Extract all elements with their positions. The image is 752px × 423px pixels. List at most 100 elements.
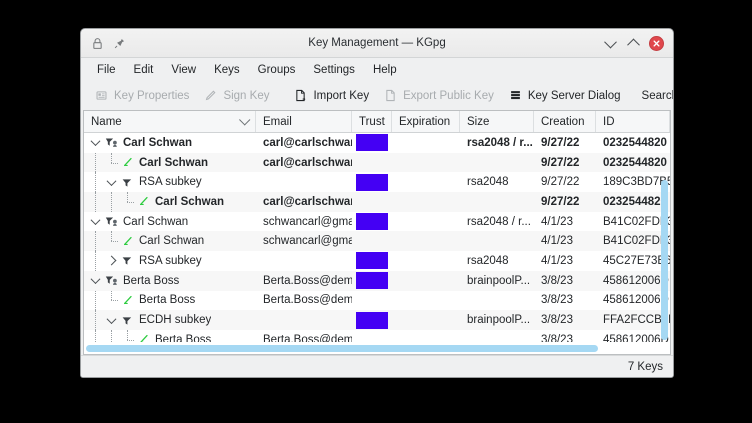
key-name-label: ECDH subkey [139, 314, 212, 327]
cell-creation: 9/27/22 [541, 136, 580, 149]
key-name-label: RSA subkey [139, 176, 202, 189]
table-row[interactable]: ECDH subkey brainpoolP... 3/8/23 FFA2FCCB2E [84, 310, 670, 330]
cell-creation: 4/1/23 [541, 215, 573, 228]
pin-icon[interactable] [112, 36, 127, 51]
maximize-button[interactable] [626, 36, 640, 51]
cell-expiration [392, 330, 460, 342]
menu-item-settings[interactable]: Settings [313, 63, 355, 76]
sign-key-label: Sign Key [223, 89, 270, 102]
horizontal-scrollbar-thumb[interactable] [86, 344, 599, 352]
cell-name: RSA subkey [84, 251, 256, 271]
import-document-icon [293, 88, 308, 103]
table-row[interactable]: Berta Boss Berta.Boss@demo... brainpoolP..… [84, 270, 670, 291]
tree-elbow [104, 152, 119, 173]
chevron-up-icon [626, 38, 640, 51]
cell-name: Carl Schwan [84, 133, 256, 153]
sign-key-button[interactable]: Sign Key [196, 85, 276, 106]
cell-expiration [392, 133, 460, 153]
cell-name: ECDH subkey [84, 310, 256, 330]
table-row[interactable]: Berta Boss Berta.Boss@demo 3/8/23 458612006… [84, 329, 670, 342]
key-server-dialog-button[interactable]: Key Server Dialog [501, 85, 628, 106]
key-server-dialog-label: Key Server Dialog [527, 89, 621, 102]
export-public-key-button[interactable]: Export Public Key [376, 85, 501, 106]
column-header-name[interactable]: Name [84, 111, 256, 132]
window-controls [603, 35, 673, 51]
table-row[interactable]: Carl Schwan carl@carlschwan.... rsa2048 / … [84, 133, 670, 153]
cell-size: brainpoolP... [467, 314, 531, 327]
cell-size: rsa2048 / r... [467, 136, 533, 149]
column-header-email[interactable]: Email [256, 111, 352, 132]
cell-trust [352, 310, 392, 330]
collapse-arrow-icon[interactable] [88, 271, 103, 291]
cell-email: schwancarl@gmail... [263, 235, 352, 248]
cell-size: rsa2048 [467, 176, 509, 189]
cell-trust [352, 212, 392, 232]
tree-indent [104, 192, 120, 212]
title-bar[interactable]: Key Management — KGpg [81, 29, 673, 58]
import-key-button[interactable]: Import Key [286, 85, 376, 106]
cell-email: schwancarl@gmail... [263, 215, 352, 228]
cell-name: Berta Boss [84, 329, 256, 342]
key-properties-button[interactable]: Key Properties [87, 85, 196, 106]
collapse-arrow-icon[interactable] [104, 172, 119, 192]
column-header-id[interactable]: ID [596, 111, 670, 132]
cell-email: Berta.Boss@demo [263, 333, 352, 342]
horizontal-scrollbar[interactable] [83, 342, 671, 355]
cell-id: 45C27E73E6 [603, 254, 670, 267]
trust-level-bar [356, 134, 388, 152]
table-row[interactable]: Carl Schwan carl@carlschwan.... 9/27/22 023… [84, 192, 670, 212]
column-header-label: Size [467, 115, 490, 128]
cell-expiration [392, 251, 460, 271]
column-header-creation[interactable]: Creation [534, 111, 596, 132]
collapse-arrow-icon[interactable] [88, 133, 103, 153]
server-icon [508, 88, 523, 103]
cell-name: Carl Schwan [84, 192, 256, 212]
tree-indent [104, 329, 120, 342]
table-row[interactable]: Carl Schwan carl@carlschwan.... 9/27/22 023… [84, 152, 670, 173]
key-count-status: 7 Keys [627, 360, 663, 373]
key-name-label: RSA subkey [139, 254, 202, 267]
table-row[interactable]: Carl Schwan schwancarl@gmail... rsa2048 / … [84, 211, 670, 232]
cell-size [460, 231, 534, 251]
table-row[interactable]: Carl Schwan schwancarl@gmail... 4/1/23 B41C… [84, 231, 670, 252]
cell-creation: 3/8/23 [541, 294, 573, 307]
collapse-arrow-icon[interactable] [88, 212, 103, 232]
table-row[interactable]: RSA subkey rsa2048 9/27/22 189C3BD7B5 [84, 172, 670, 193]
tree-indent [88, 310, 104, 330]
cell-expiration [392, 153, 460, 173]
lock-icon[interactable] [90, 36, 105, 51]
menu-item-file[interactable]: File [97, 63, 116, 76]
menu-item-edit[interactable]: Edit [133, 63, 154, 76]
expand-arrow-icon[interactable] [104, 251, 119, 271]
column-header-trust[interactable]: Trust [352, 111, 392, 132]
minimize-button[interactable] [603, 35, 617, 50]
key-list-view: Name Email Trust Expiration Size Creation ID C… [83, 110, 671, 342]
cell-creation: 4/1/23 [541, 254, 573, 267]
column-header-expiration[interactable]: Expiration [392, 111, 460, 132]
menu-item-view[interactable]: View [171, 63, 197, 76]
column-header-size[interactable]: Size [460, 111, 534, 132]
cell-id: 458612006D [603, 294, 669, 307]
menu-item-help[interactable]: Help [372, 63, 397, 76]
table-row[interactable]: Berta Boss Berta.Boss@demo... 3/8/23 458612… [84, 290, 670, 311]
export-document-icon [383, 88, 398, 103]
key-properties-label: Key Properties [114, 89, 190, 102]
trust-level-bar [356, 213, 388, 231]
trust-level-bar [356, 272, 388, 290]
keypair-icon [103, 214, 120, 229]
signature-icon [135, 194, 152, 209]
collapse-arrow-icon[interactable] [104, 310, 119, 330]
pencil-icon [203, 88, 218, 103]
key-name-label: Carl Schwan [155, 195, 225, 208]
table-header: Name Email Trust Expiration Size Creation ID [84, 111, 670, 133]
close-icon [653, 39, 660, 47]
menu-item-groups[interactable]: Groups [257, 63, 296, 76]
close-button[interactable] [649, 35, 664, 51]
key-name-label: Berta Boss [155, 333, 212, 342]
cell-creation: 3/8/23 [541, 274, 573, 287]
table-row[interactable]: RSA subkey rsa2048 4/1/23 45C27E73E6 [84, 251, 670, 271]
menu-item-keys[interactable]: Keys [214, 63, 240, 76]
vertical-scrollbar[interactable] [661, 180, 668, 340]
column-header-label: Email [263, 115, 292, 128]
cell-trust [352, 271, 392, 291]
